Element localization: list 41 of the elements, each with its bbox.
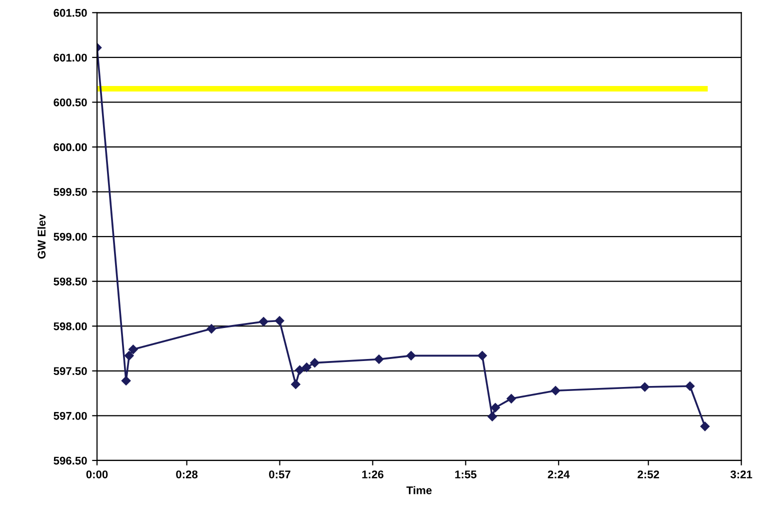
point [291,380,300,389]
x-tick-label: 2:24 [548,470,570,478]
point [258,317,268,326]
y-axis-title: GW Elev [37,214,46,259]
y-tick-label: 596.50 [54,456,87,465]
point [406,351,416,360]
point [274,316,284,326]
point [478,351,487,360]
point [685,382,695,391]
x-tick-label: 0:28 [176,470,198,478]
x-tick-label: 0:57 [269,470,290,478]
y-tick-label: 599.00 [54,232,87,241]
x-tick-label: 2:52 [638,470,660,478]
point [700,422,710,432]
point [121,376,131,386]
x-axis-title: Time [406,486,432,494]
point [640,382,650,392]
y-tick-label: 599.50 [54,188,87,196]
y-tick-label: 598.50 [54,278,87,286]
x-tick-label: 1:26 [362,470,384,478]
point [488,412,497,422]
x-tick-label: 0:00 [86,470,108,478]
point [550,386,560,396]
point [302,362,312,372]
y-tick-label: 601.00 [54,54,87,62]
x-tick-label: 3:21 [730,470,752,478]
y-tick-label: 597.00 [54,412,87,420]
y-tick-label: 601.50 [54,8,87,17]
y-tick-label: 598.00 [54,322,87,330]
y-tick-label: 597.50 [54,367,87,376]
y-tick-label: 600.00 [54,143,87,152]
point [374,354,384,364]
point [506,394,516,404]
point [206,324,216,334]
y-tick-label: 600.50 [54,98,87,106]
point [295,365,304,375]
x-tick-label: 1:55 [455,470,476,478]
point [124,351,134,360]
point [310,358,320,368]
point [128,344,138,354]
point [490,402,500,412]
